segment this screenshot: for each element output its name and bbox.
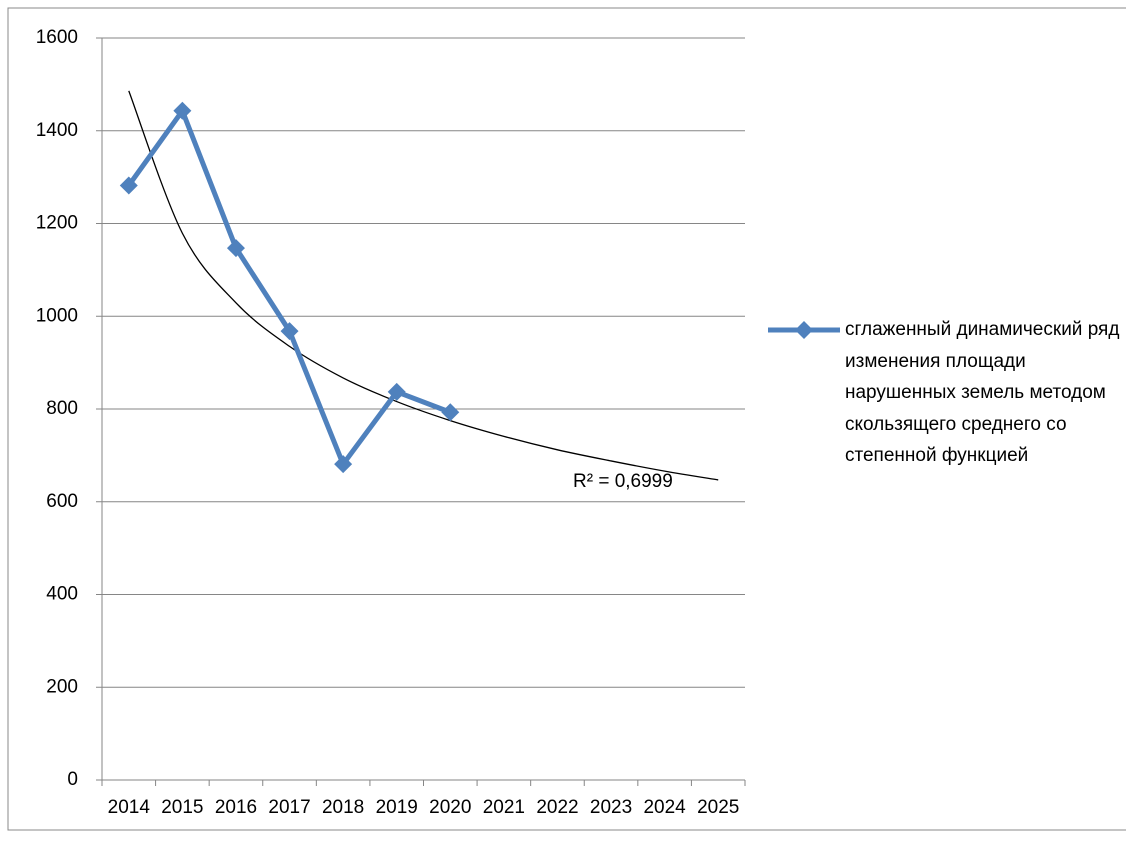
- x-tick-label: 2021: [483, 797, 525, 818]
- legend-marker: [795, 321, 813, 339]
- data-line: [126, 108, 452, 467]
- data-point: [119, 176, 138, 195]
- data-point: [441, 403, 460, 422]
- data-point: [173, 101, 192, 120]
- trendline: [128, 90, 719, 481]
- x-tick-label: 2016: [215, 797, 257, 818]
- chart-border: [7, 7, 1126, 831]
- y-tick-label: 1600: [36, 27, 78, 48]
- y-tick-label: 800: [46, 398, 78, 419]
- y-tick-label: 600: [46, 491, 78, 512]
- y-tick-label: 400: [46, 584, 78, 605]
- x-tick-label: 2014: [108, 797, 151, 818]
- x-tick-label: 2024: [643, 797, 686, 818]
- trendline-label: R² = 0,6999: [573, 471, 673, 492]
- y-tick-label: 1400: [36, 120, 78, 141]
- x-tick-label: 2023: [590, 797, 632, 818]
- x-tick-label: 2020: [429, 797, 471, 818]
- x-tick-label: 2015: [161, 797, 203, 818]
- y-tick-label: 1200: [36, 213, 78, 234]
- data-point: [280, 322, 299, 341]
- x-tick-label: 2025: [697, 797, 739, 818]
- data-point: [226, 239, 245, 258]
- x-tick-label: 2018: [322, 797, 364, 818]
- legend-label: сглаженный динамический ряд изменения пл…: [845, 319, 1120, 466]
- y-tick-label: 1000: [36, 305, 78, 326]
- data-point: [387, 382, 406, 401]
- x-tick-label: 2022: [536, 797, 578, 818]
- x-tick-label: 2017: [268, 797, 310, 818]
- x-tick-label: 2019: [376, 797, 418, 818]
- data-point: [334, 455, 353, 474]
- y-tick-label: 0: [67, 769, 78, 790]
- y-tick-label: 200: [46, 676, 78, 697]
